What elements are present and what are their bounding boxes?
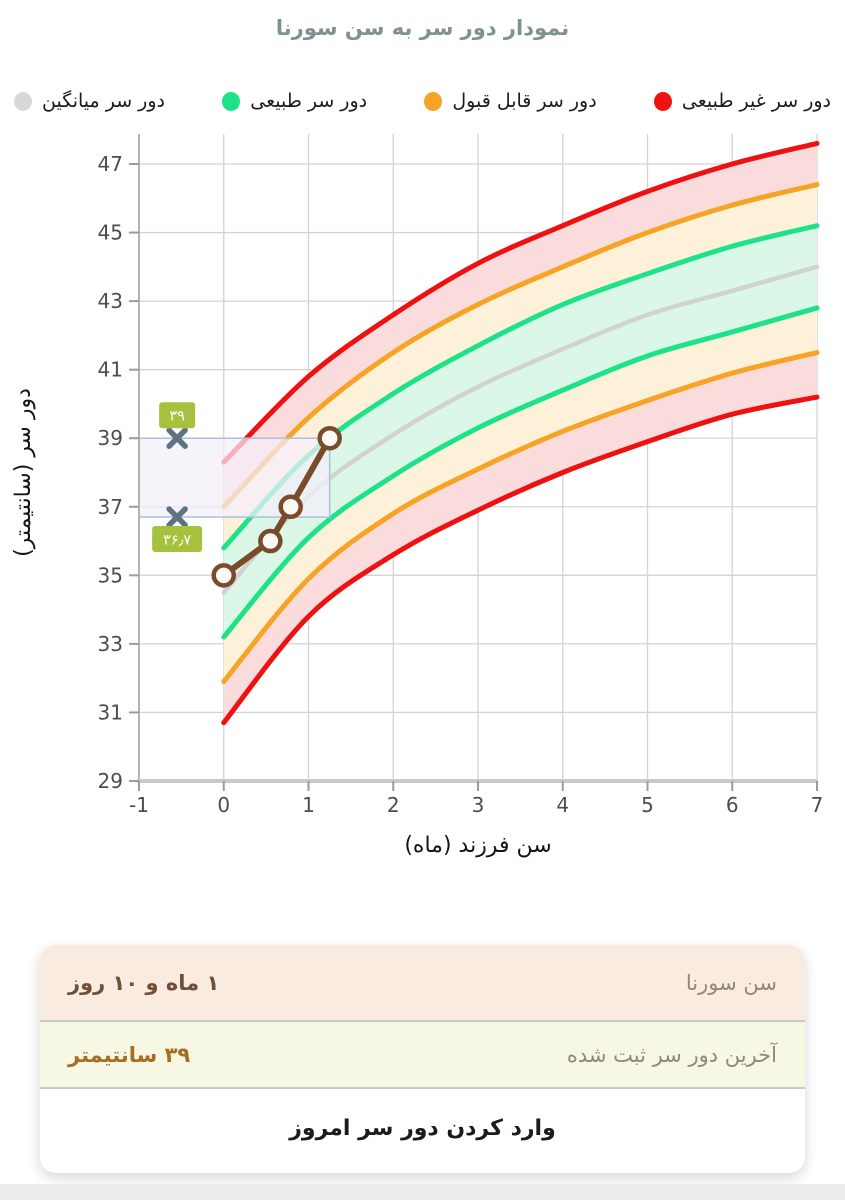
highlight-region	[138, 437, 331, 518]
y-tick-label: 31	[98, 700, 123, 724]
child-age-label: سن سورنا	[685, 970, 777, 995]
legend-item-acceptable: دور سر قابل قبول	[424, 90, 597, 112]
child-age-value: ۱ ماه و ۱۰ روز	[68, 970, 220, 995]
legend-label-abnormal: دور سر غیر طبیعی	[681, 90, 831, 112]
page-title: نمودار دور سر به سن سورنا	[275, 16, 570, 40]
legend-item-abnormal: دور سر غیر طبیعی	[653, 90, 831, 112]
reference-x-marker-icon	[166, 427, 188, 449]
y-tick-label: 29	[98, 769, 123, 793]
x-tick-label: 3	[472, 793, 485, 817]
measurement-series	[211, 425, 342, 588]
x-tick-label: 6	[726, 793, 739, 817]
legend-dot-icon	[222, 91, 241, 111]
y-tick-label: 47	[98, 152, 123, 176]
value-badge: ۳۹	[159, 402, 196, 429]
y-tick-label: 43	[98, 289, 123, 313]
x-tick-label: 5	[641, 793, 654, 817]
x-tick-label: 0	[217, 793, 230, 817]
value-badge: ۳۶٫۷	[152, 526, 203, 553]
y-tick-label: 39	[98, 426, 123, 450]
y-tick-label: 33	[98, 632, 123, 656]
x-tick-label: -1	[129, 793, 149, 817]
x-tick-label: 7	[811, 793, 824, 817]
legend-label-mean: دور سر میانگین	[42, 90, 165, 112]
measurement-point[interactable]	[258, 528, 283, 554]
legend-dot-icon	[653, 91, 672, 111]
child-age-row: سن سورنا ۱ ماه و ۱۰ روز	[40, 945, 805, 1020]
last-measurement-label: آخرین دور سر ثبت شده	[566, 1042, 777, 1067]
enter-head-circumference-button[interactable]: وارد کردن دور سر امروز	[40, 1087, 805, 1167]
legend-label-acceptable: دور سر قابل قبول	[452, 90, 597, 112]
percentile-bands	[223, 143, 817, 723]
last-measurement-row: آخرین دور سر ثبت شده ۳۹ سانتیمتر	[40, 1020, 805, 1087]
legend-dot-icon	[424, 91, 443, 111]
y-tick-label: 41	[98, 358, 123, 382]
y-tick-label: 45	[98, 221, 123, 245]
y-tick-label: 35	[98, 563, 123, 587]
value-annotations: ۳۹ ۳۶٫۷	[152, 402, 203, 553]
svg-text:۳۹: ۳۹	[169, 409, 185, 425]
info-card: سن سورنا ۱ ماه و ۱۰ روز آخرین دور سر ثبت…	[40, 945, 805, 1173]
svg-text:۳۶٫۷: ۳۶٫۷	[163, 533, 191, 549]
y-axis-title: دور سر (سانتیمتر)	[11, 388, 36, 557]
x-tick-label: 1	[302, 793, 315, 817]
last-measurement-value: ۳۹ سانتیمتر	[68, 1042, 191, 1067]
legend-label-normal: دور سر طبیعی	[250, 90, 368, 112]
x-tick-label: 4	[556, 793, 569, 817]
legend-dot-icon	[14, 91, 33, 111]
x-axis-title: سن فرزند (ماه)	[404, 833, 551, 858]
chart-legend: دور سر غیر طبیعی دور سر قابل قبول دور سر ط…	[14, 86, 831, 116]
measurement-point[interactable]	[278, 494, 303, 520]
measurement-point[interactable]	[317, 425, 342, 451]
legend-item-mean: دور سر میانگین	[14, 90, 165, 112]
reference-x-marker-icon	[166, 506, 188, 528]
x-tick-label: 2	[387, 793, 400, 817]
y-tick-label: 37	[98, 495, 123, 519]
measurement-point[interactable]	[211, 563, 236, 588]
legend-item-normal: دور سر طبیعی	[222, 90, 367, 112]
page-background-strip	[0, 1184, 845, 1200]
